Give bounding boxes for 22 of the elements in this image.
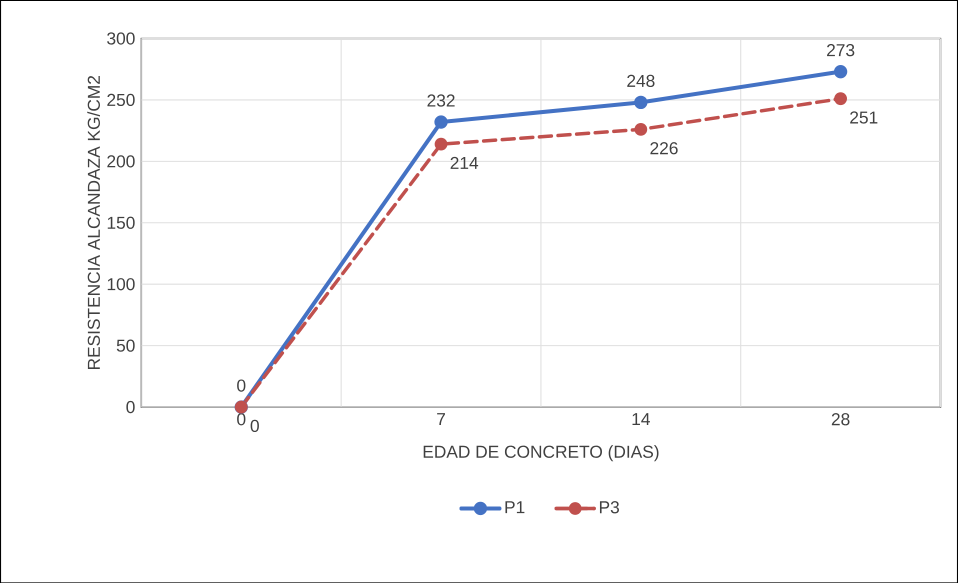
x-tick-label: 7 (437, 412, 445, 425)
data-label: 273 (827, 44, 854, 56)
y-tick-label: 300 (107, 32, 135, 44)
y-tick-label: 150 (108, 216, 135, 229)
y-tick-label: 0 (126, 400, 135, 413)
data-label: 226 (650, 142, 678, 154)
y-axis-title: RESISTENCIA ALCANDAZA KG/CM2 (87, 76, 100, 369)
x-tick-label: 14 (632, 412, 650, 425)
data-label: 0 (237, 379, 246, 392)
y-tick-label: 50 (116, 339, 135, 352)
legend-label: P3 (600, 500, 619, 514)
y-tick-label: 100 (108, 278, 135, 290)
x-tick-label: 28 (832, 412, 850, 426)
legend-label: P1 (505, 501, 524, 513)
data-label: 214 (450, 156, 478, 169)
y-tick-label: 200 (107, 155, 135, 168)
data-label: 232 (427, 94, 455, 106)
x-axis-title: EDAD DE CONCRETO (DIAS) (424, 444, 658, 462)
data-label: 248 (627, 74, 655, 87)
y-tick-label: 250 (107, 94, 135, 106)
x-tick-label: 0 (237, 412, 246, 426)
data-label: 251 (850, 111, 878, 124)
